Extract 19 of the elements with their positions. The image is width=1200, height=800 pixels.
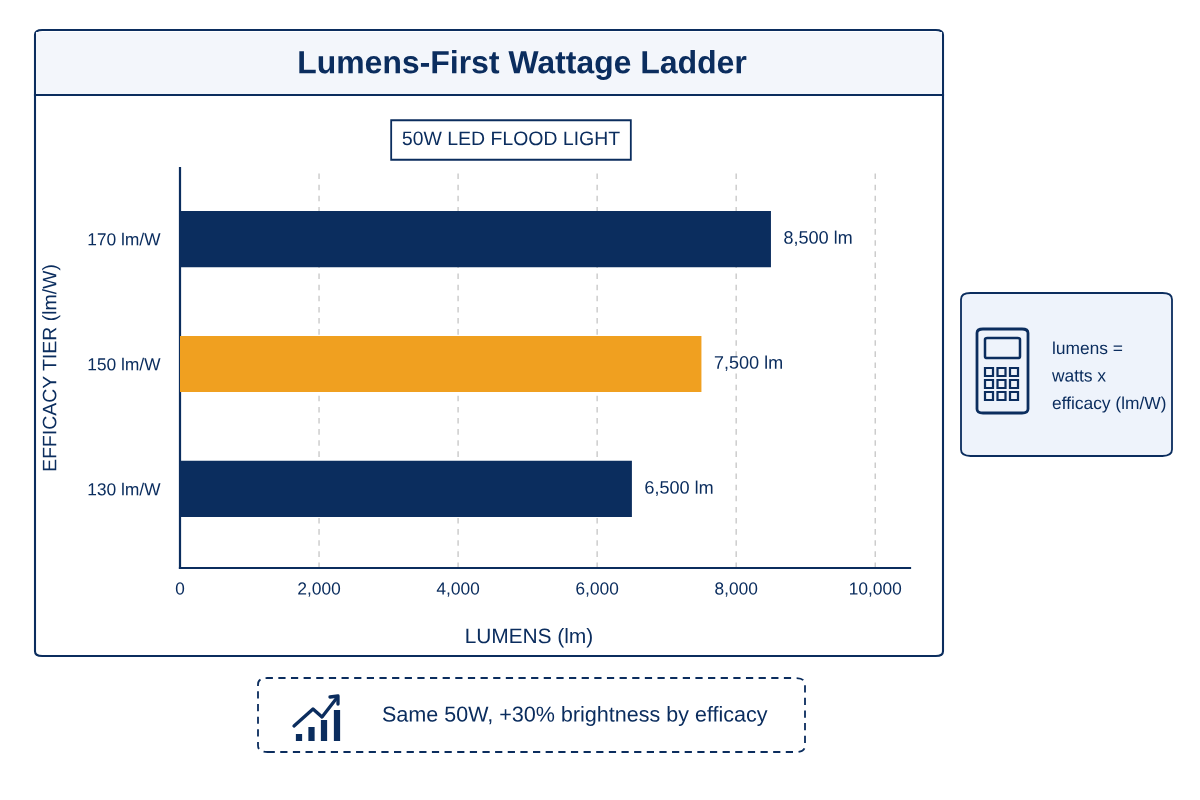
chart-subtitle: 50W LED FLOOD LIGHT <box>402 131 620 146</box>
x-tick-label: 4,000 <box>436 582 480 597</box>
y-tick-label: 170 lm/W <box>88 232 161 246</box>
data-label: 7,500 lm <box>714 355 782 371</box>
x-axis-title: LUMENS (lm) <box>466 628 592 648</box>
y-tick-label: 150 lm/W <box>88 357 161 371</box>
y-axis-title: EFFICACY TIER (lm/W) <box>42 265 61 471</box>
y-tick-label: 130 lm/W <box>88 482 161 496</box>
x-tick-label: 2,000 <box>298 582 341 597</box>
x-tick-label: 8,000 <box>715 582 758 597</box>
bar <box>180 335 702 393</box>
x-tick-label: 10,000 <box>850 582 902 597</box>
data-label: 8,500 lm <box>784 230 852 246</box>
text: lumens = watts x efficacy (lm/W) <box>1051 341 1166 413</box>
data-label: 6,500 lm <box>645 480 713 496</box>
chart-title: Lumens-First Wattage Ladder <box>299 50 747 80</box>
x-tick-label: 6,000 <box>576 582 619 597</box>
x-tick-label: 0 <box>175 582 185 595</box>
text: Same 50W, +30% brightness by efficacy <box>382 705 768 727</box>
